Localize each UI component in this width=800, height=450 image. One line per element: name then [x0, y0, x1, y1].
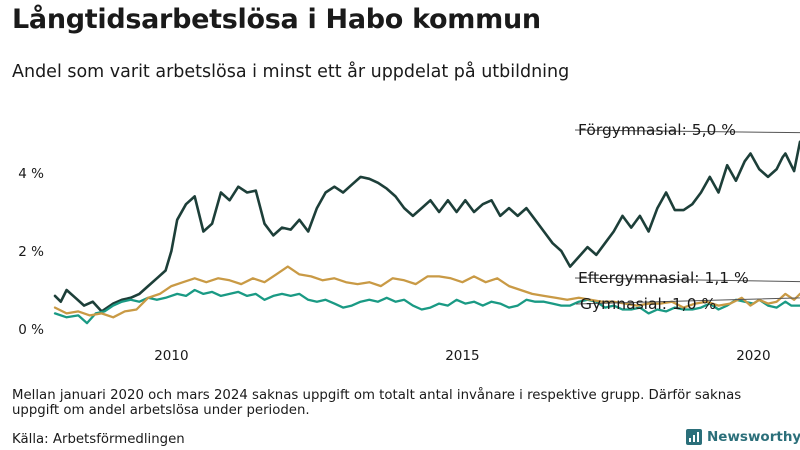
x-tick-label: 2010 — [154, 348, 188, 364]
source-text: Källa: Arbetsförmedlingen — [12, 432, 185, 447]
x-axis: 201020152020aug 2025 — [154, 348, 770, 364]
label-leader-line — [575, 297, 800, 305]
series-line-gymnasial — [53, 265, 800, 319]
y-axis: 0 % 2 % 4 % — [18, 166, 44, 338]
chart-subtitle: Andel som varit arbetslösa i minst ett å… — [12, 62, 570, 82]
brand-logo: Newsworthy — [686, 429, 800, 445]
label-leader-line — [574, 277, 800, 283]
series-line-eftergymnasial — [53, 288, 800, 325]
line-chart: 0 %2 %4 % 201020152020aug 2025 Förgymnas… — [18, 121, 800, 364]
footnote: Mellan januari 2020 och mars 2024 saknas… — [12, 388, 742, 418]
y-tick-label: 0 % — [18, 322, 44, 338]
series-line-förgymnasial — [53, 140, 800, 313]
series-end-label: Eftergymnasial: 1,1 % — [578, 269, 749, 287]
newsworthy-logo-icon — [686, 429, 702, 445]
brand-name: Newsworthy — [707, 429, 800, 445]
y-tick-label: 4 % — [18, 166, 44, 182]
x-tick-label: 2020 — [736, 348, 770, 364]
label-leader-line — [574, 129, 800, 134]
series-end-label: Gymnasial: 1,0 % — [580, 295, 716, 313]
series-end-label: Förgymnasial: 5,0 % — [578, 121, 736, 139]
x-tick-label: 2015 — [445, 348, 479, 364]
series-lines — [53, 140, 800, 325]
y-tick-label: 2 % — [18, 244, 44, 260]
series-end-labels: Förgymnasial: 5,0 % Eftergymnasial: 1,1 %… — [574, 121, 800, 313]
chart-title: Långtidsarbetslösa i Habo kommun — [12, 4, 541, 35]
